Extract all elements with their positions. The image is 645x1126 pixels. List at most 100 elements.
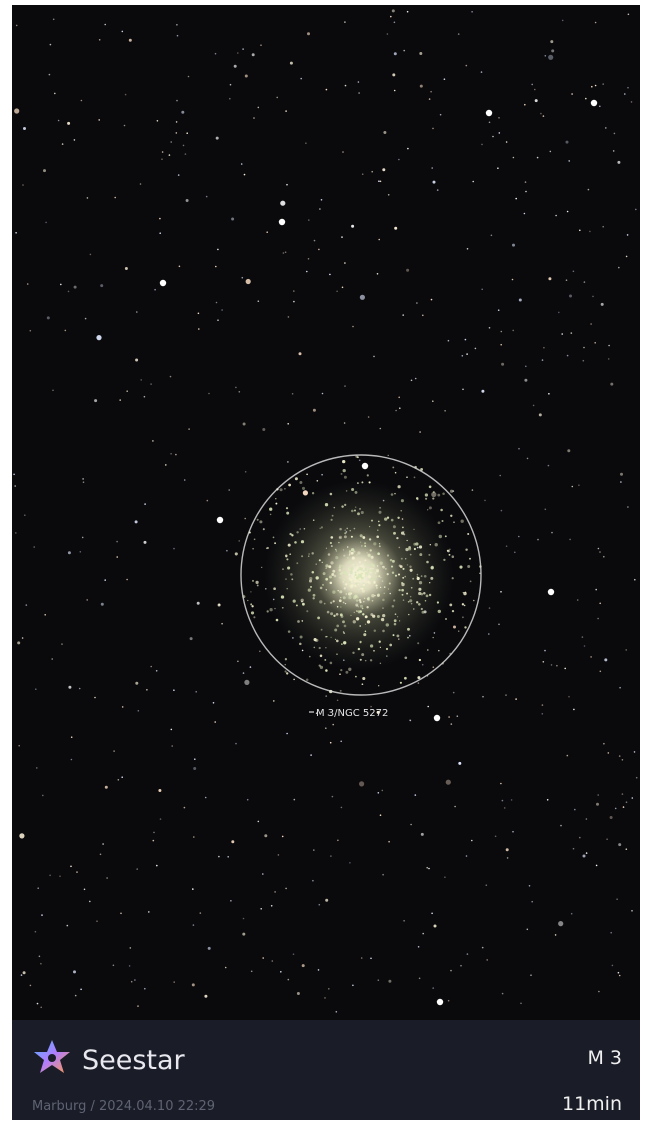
star [395,613,397,615]
star [467,533,469,535]
star [362,173,364,175]
star [286,733,288,735]
star [417,676,420,679]
star [382,630,385,633]
star [313,519,315,521]
star [79,688,81,690]
star [364,542,366,544]
star [336,640,339,643]
star [344,21,346,23]
star [345,603,346,604]
star [421,608,423,610]
star [221,623,223,625]
star [262,428,265,431]
star [420,593,423,596]
star [449,554,451,556]
star [340,690,342,692]
star [374,629,376,631]
star [377,273,379,275]
star [349,581,351,583]
star [470,581,472,583]
star [398,589,400,591]
star [364,580,367,583]
star [291,534,293,536]
star [540,113,542,115]
star [325,647,326,648]
star [329,274,331,276]
star [449,549,450,550]
star [351,582,352,583]
star [340,606,342,608]
star [515,698,517,700]
star [227,856,229,858]
star [288,544,291,547]
star [326,89,328,91]
star [343,596,346,599]
star [130,947,132,949]
star [502,800,504,802]
star [410,596,412,598]
star [70,866,72,868]
star [274,891,276,893]
star [177,35,179,37]
star [344,587,346,589]
star [80,989,82,991]
star [325,695,327,697]
star [336,613,339,616]
star [384,586,386,588]
star [258,300,260,302]
star [405,558,406,559]
star [506,141,508,143]
star [144,396,146,398]
star [392,466,394,468]
star [452,610,454,612]
star [571,93,573,95]
star [351,593,353,595]
star [416,302,418,304]
star [296,562,298,564]
star [617,161,620,164]
star [392,605,395,608]
star [336,291,338,293]
star [312,571,315,574]
star [577,599,579,601]
star [507,857,509,859]
star [461,520,464,523]
star [378,511,381,514]
star [556,665,558,667]
star [453,626,456,629]
star [140,183,142,185]
star [407,11,409,13]
star [598,548,600,550]
star [293,290,295,292]
star [193,836,195,838]
star [344,625,347,628]
star [270,514,272,516]
star [362,584,364,586]
star [343,581,345,583]
star [349,568,351,570]
star [283,252,285,254]
star [285,888,287,890]
star [518,536,520,538]
star [348,668,351,671]
star [345,671,348,674]
star [106,877,108,879]
star [425,498,427,500]
star [390,559,393,562]
star [427,706,429,708]
star [244,174,246,176]
star [612,965,614,967]
star [407,564,408,565]
star [416,497,419,500]
star [569,295,572,298]
star [586,852,588,854]
star [358,574,359,575]
star [428,554,430,556]
star [334,507,335,508]
star [351,488,354,491]
star [340,597,341,598]
star [422,315,424,317]
star [387,33,389,35]
star [375,572,376,573]
